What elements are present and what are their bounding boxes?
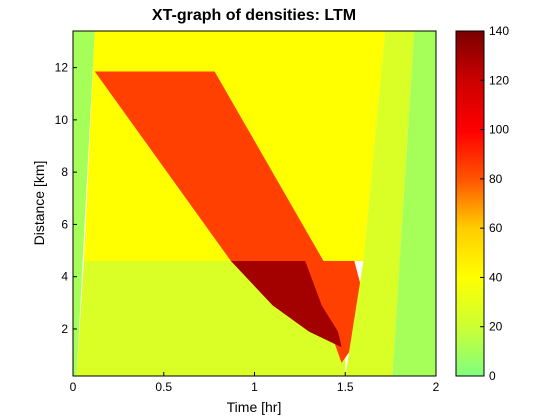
x-tick-label: 2 [433,380,440,394]
plot-area [73,31,436,376]
colorbar-tick-label: 40 [489,270,503,284]
y-tick-label: 2 [61,322,68,336]
colorbar-tick-label: 100 [489,123,509,137]
x-tick-label: 0.5 [155,380,172,394]
colorbar-tick-label: 80 [489,172,503,186]
x-axis-label: Time [hr] [227,399,282,415]
y-tick-label: 10 [55,113,69,127]
density-region-queue-upper [94,71,324,261]
density-region-empty-left [73,31,95,376]
density-region-heavy-congestion [230,261,342,348]
colorbar-tick-label: 120 [489,73,509,87]
x-tick-label: 1 [251,380,258,394]
density-region-recovery-band [345,31,415,376]
density-region-empty-right [392,31,436,376]
colorbar-tick-label: 140 [489,24,509,38]
x-tick-label: 1.5 [337,380,354,394]
y-axis: 2 4 6 8 10 12 [55,61,77,336]
x-axis: 0 0.5 1 1.5 2 [70,372,440,394]
colorbar-tick-label: 60 [489,221,503,235]
y-tick-label: 12 [55,61,69,75]
colorbar-axis: 0 20 40 60 80 100 120 140 [480,24,509,383]
colorbar [455,30,485,377]
chart-title: XT-graph of densities: LTM [152,7,356,24]
y-axis-label: Distance [km] [31,161,47,246]
y-tick-label: 6 [61,217,68,231]
y-tick-label: 8 [61,165,68,179]
colorbar-tick-label: 20 [489,320,503,334]
x-tick-label: 0 [70,380,77,394]
colorbar-tick-label: 0 [489,369,496,383]
y-tick-label: 4 [61,270,68,284]
